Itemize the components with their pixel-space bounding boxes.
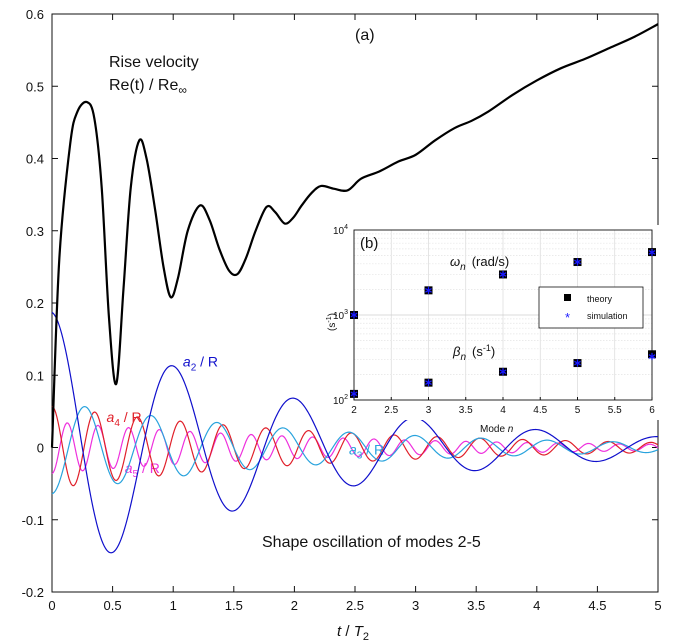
simulation-marker-beta	[350, 390, 358, 398]
series-label-a3: a3 / R	[349, 442, 384, 462]
series-label-a5: a5 / R	[125, 460, 160, 480]
re-ratio-sub: ∞	[178, 83, 187, 97]
simulation-marker-omega	[350, 311, 358, 319]
y-tick-label: 0.1	[26, 368, 44, 383]
legend-simulation-marker: *	[565, 310, 570, 325]
series-line-a2	[51, 311, 659, 554]
y-tick-label: -0.2	[22, 585, 44, 600]
simulation-marker-omega	[574, 258, 581, 266]
inset-axes: 2 2.5 3 3.5 4 4.5 5 5.5 6 102 103 104	[333, 224, 655, 416]
re-ratio-text: Re(t) / Re	[109, 77, 178, 94]
y-tick-label: 0.5	[26, 79, 44, 94]
x-tick-label: 0	[48, 598, 55, 613]
x-label-t: t	[337, 623, 342, 640]
main-axes: 0 0.5 1 1.5 2 2.5 3 3.5 4 4.5 5 -0.2 -0.1 0 0.1 0.2 0.3 0…	[22, 7, 662, 613]
series-label-a4: a4 / R	[107, 409, 142, 429]
simulation-marker-beta	[499, 368, 507, 376]
inset-ylabel-close: )	[327, 313, 338, 316]
x-tick-label: 4.5	[588, 598, 606, 613]
omega-unit: (rad/s)	[472, 254, 510, 269]
inset-x-tick-label: 4.5	[533, 405, 547, 416]
x-label-sep: /	[341, 623, 354, 640]
y-tick-label: 0.6	[26, 7, 44, 22]
inset-y-axis-label: (s-1)	[326, 313, 338, 331]
series-line-rise-velocity	[50, 23, 659, 448]
inset-legend: theory * simulation	[538, 286, 644, 329]
simulation-marker-omega	[648, 248, 656, 257]
series-label-a2: a2 / R	[183, 354, 218, 374]
legend-box	[538, 286, 644, 329]
inset-xlabel-main: Mode	[480, 424, 508, 435]
legend-theory-label: theory	[587, 294, 613, 304]
panel-label-a: (a)	[355, 27, 375, 44]
y-tick-label: 0.2	[26, 296, 44, 311]
inset-x-tick-label: 3.5	[459, 405, 473, 416]
inset-ylabel-sup: -1	[326, 316, 333, 322]
x-tick-label: 3.5	[467, 598, 485, 613]
beta-unit-sup: -1	[483, 343, 491, 353]
inset-x-tick-label: 5.5	[608, 405, 622, 416]
x-tick-label: 2.5	[346, 598, 364, 613]
inset-x-axis-label: Mode n	[480, 424, 514, 435]
x-tick-label: 4	[533, 598, 540, 613]
beta-unit-open: (s	[472, 344, 483, 359]
shape-oscillation-label: Shape oscillation of modes 2-5	[262, 534, 481, 551]
x-label-sub: 2	[363, 631, 369, 643]
simulation-marker-beta	[425, 379, 432, 387]
inset-ylabel-open: (s	[327, 323, 338, 331]
beta-symbol: β	[452, 344, 461, 359]
beta-sub: n	[460, 352, 466, 363]
inset-xlabel-var: n	[508, 424, 514, 435]
re-ratio-label: Re(t) / Re∞	[109, 77, 187, 97]
inset-x-tick-label: 3	[426, 405, 432, 416]
x-label-T: T	[354, 623, 365, 640]
y-tick-label: 0	[37, 441, 44, 456]
x-tick-label: 1	[170, 598, 177, 613]
inset-series	[350, 248, 656, 398]
inset-y-tick-label: 103	[333, 309, 348, 322]
inset-x-tick-label: 2.5	[384, 405, 398, 416]
omega-annotation: ωn (rad/s)	[450, 254, 509, 273]
inset-x-tick-label: 4	[500, 405, 506, 416]
omega-symbol: ω	[450, 254, 460, 269]
y-tick-label: -0.1	[22, 513, 44, 528]
simulation-marker-beta	[574, 359, 581, 367]
simulation-marker-beta	[648, 352, 656, 361]
beta-annotation: βn (s-1)	[452, 343, 495, 363]
simulation-marker-omega	[425, 286, 432, 294]
inset-x-tick-label: 6	[649, 405, 655, 416]
panel-label-b: (b)	[360, 235, 378, 252]
omega-sub: n	[460, 262, 466, 273]
x-tick-label: 0.5	[104, 598, 122, 613]
x-tick-label: 2	[291, 598, 298, 613]
main-series: a5 / R a4 / R a3 / R a2 / R	[50, 23, 659, 554]
series-line-a3	[51, 405, 659, 495]
inset-y-tick-label: 104	[333, 224, 348, 237]
main-x-axis-label: t / T2	[337, 623, 369, 643]
simulation-marker-omega	[499, 270, 507, 279]
inset-x-tick-label: 2	[351, 405, 357, 416]
legend-simulation-label: simulation	[587, 311, 628, 321]
x-tick-label: 5	[654, 598, 661, 613]
beta-unit-close: )	[491, 344, 495, 359]
x-tick-label: 3	[412, 598, 419, 613]
y-tick-label: 0.3	[26, 224, 44, 239]
inset-x-tick-label: 5	[575, 405, 581, 416]
inset-y-tick-label: 102	[333, 394, 348, 407]
rise-velocity-label: Rise velocity	[109, 54, 199, 71]
x-tick-label: 1.5	[225, 598, 243, 613]
legend-theory-marker	[564, 294, 571, 301]
y-tick-label: 0.4	[26, 152, 44, 167]
